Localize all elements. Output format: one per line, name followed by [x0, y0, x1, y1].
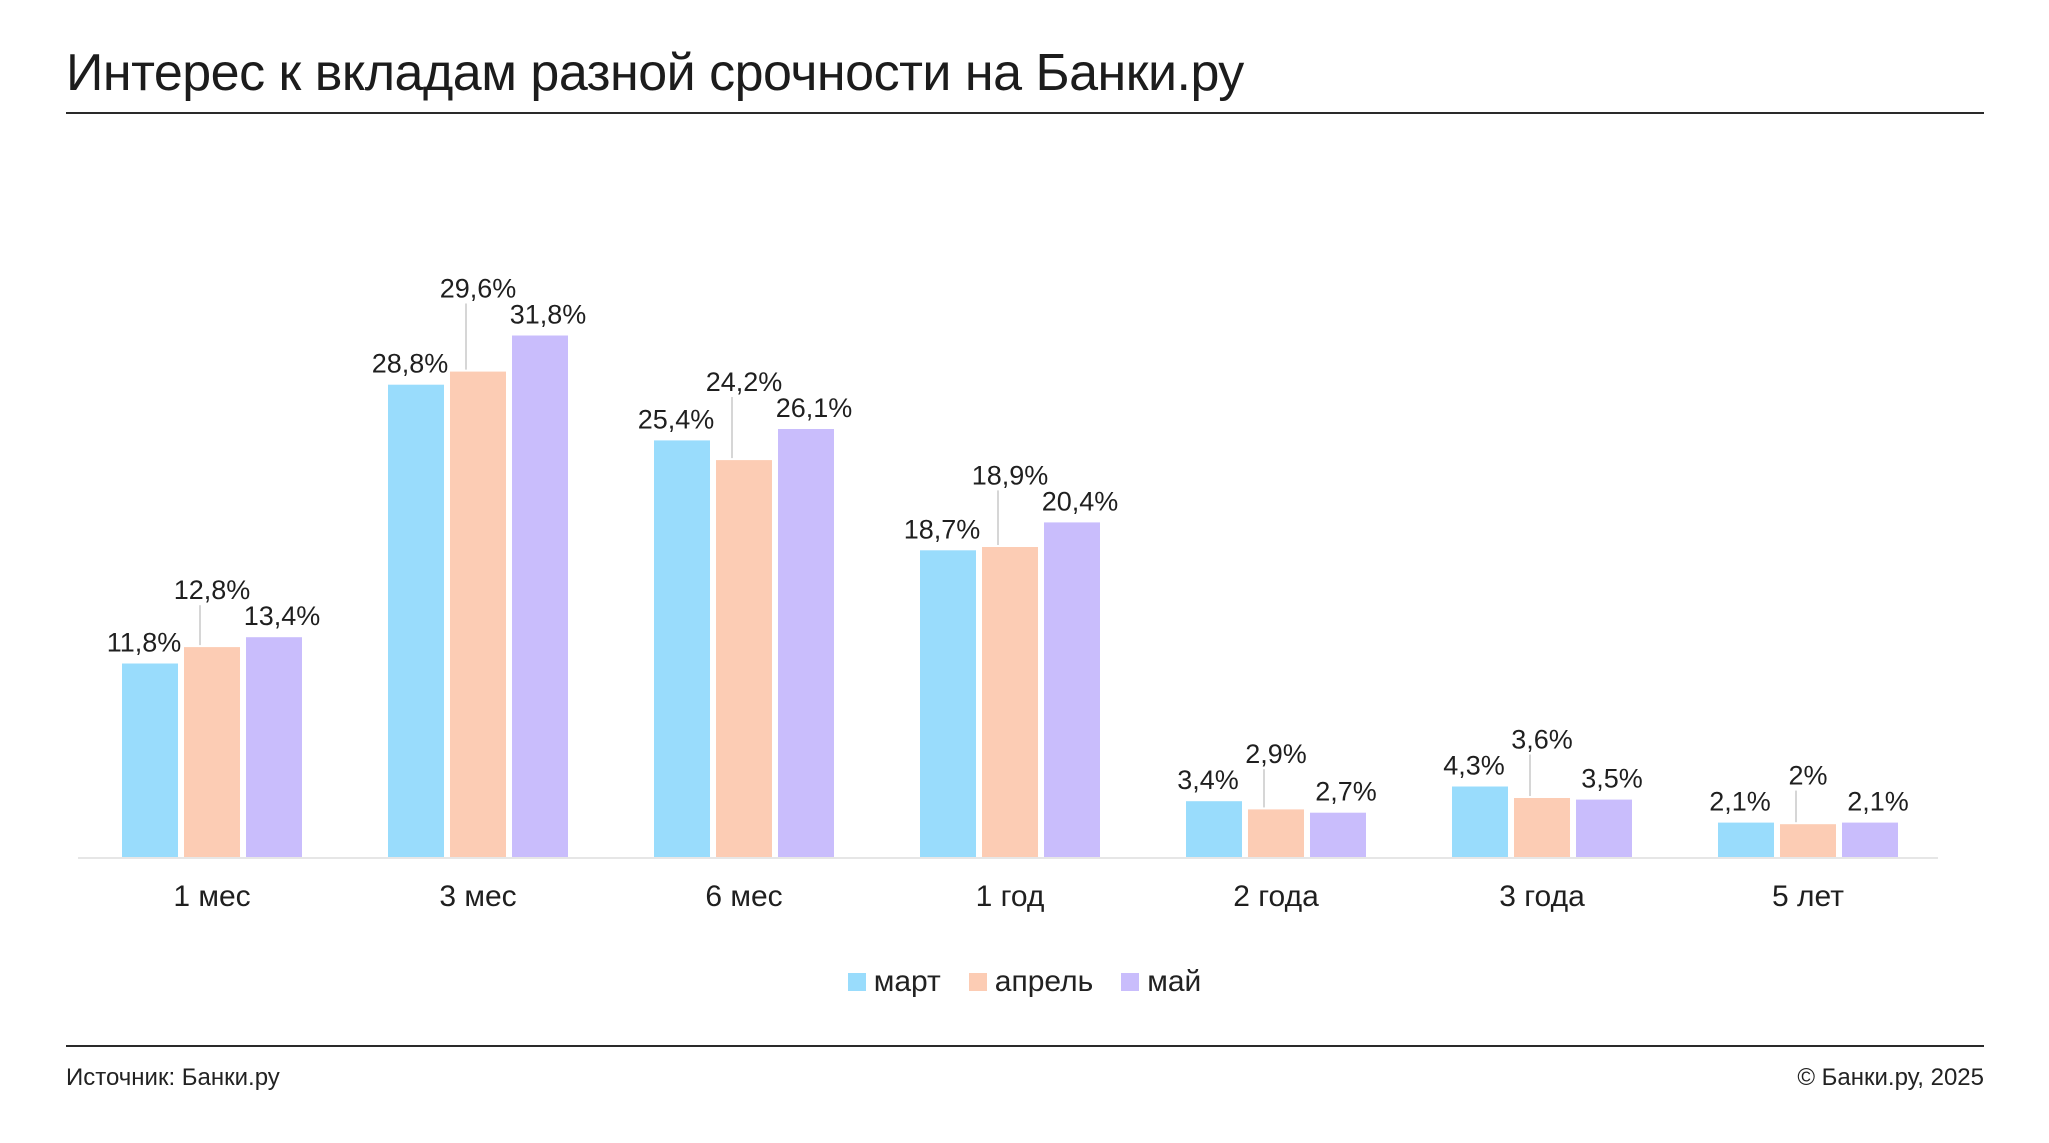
data-label: 28,8% — [372, 349, 449, 379]
data-label: 2,7% — [1315, 777, 1377, 807]
data-label: 18,7% — [904, 514, 981, 544]
footer-divider — [66, 1045, 1984, 1047]
data-label: 2,1% — [1709, 787, 1771, 817]
legend-label: март — [873, 965, 941, 998]
x-tick-label: 3 года — [1499, 880, 1585, 913]
bar-апрель-1-год — [982, 547, 1038, 857]
title-divider — [66, 112, 1984, 114]
bar-апрель-2-года — [1248, 809, 1304, 857]
data-label: 11,8% — [107, 628, 182, 658]
legend-swatch — [847, 973, 866, 991]
legend-item: апрель — [968, 965, 1094, 999]
bar-май-2-года — [1310, 812, 1366, 857]
legend-label: май — [1147, 965, 1202, 998]
data-label: 13,4% — [244, 601, 321, 631]
data-label: 3,6% — [1511, 725, 1573, 755]
bar-апрель-6-мес — [716, 460, 772, 857]
x-tick-label: 1 мес — [173, 880, 250, 913]
legend-item: март — [847, 965, 941, 999]
bar-март-6-мес — [654, 440, 710, 857]
legend-item: май — [1121, 965, 1201, 999]
data-label: 3,5% — [1581, 764, 1643, 794]
data-label: 31,8% — [510, 300, 587, 330]
data-label: 2% — [1788, 761, 1827, 791]
bar-март-1-год — [920, 550, 976, 857]
data-label: 26,1% — [776, 393, 853, 423]
legend-swatch — [968, 973, 987, 991]
bar-май-3-года — [1576, 799, 1632, 857]
bar-март-3-мес — [388, 384, 444, 857]
legend-label: апрель — [994, 965, 1094, 998]
data-label: 29,6% — [440, 274, 517, 304]
x-tick-label: 5 лет — [1772, 880, 1844, 913]
bar-май-3-мес — [512, 335, 568, 857]
source-note: Источник: Банки.ру — [66, 1064, 280, 1091]
bar-май-5-лет — [1842, 822, 1898, 857]
bar-март-3-года — [1452, 786, 1508, 857]
copyright-note: © Банки.ру, 2025 — [1797, 1064, 1984, 1091]
chart-legend: март апрель май — [0, 965, 2049, 999]
data-label: 12,8% — [174, 575, 251, 605]
data-label: 4,3% — [1443, 751, 1505, 781]
data-label: 25,4% — [638, 404, 715, 434]
bar-апрель-3-мес — [450, 371, 506, 857]
bar-май-1-год — [1044, 522, 1100, 857]
bar-март-2-года — [1186, 801, 1242, 857]
data-label: 24,2% — [706, 367, 783, 397]
data-label: 2,9% — [1245, 739, 1307, 769]
x-tick-label: 6 мес — [705, 880, 782, 913]
x-tick-label: 2 года — [1233, 880, 1319, 913]
x-tick-label: 1 год — [976, 880, 1045, 913]
data-label: 2,1% — [1847, 787, 1909, 817]
legend-swatch — [1121, 973, 1140, 991]
data-label: 3,4% — [1177, 765, 1239, 795]
x-tick-label: 3 мес — [439, 880, 516, 913]
data-label: 18,9% — [972, 460, 1049, 490]
data-label: 20,4% — [1042, 486, 1119, 516]
bar-апрель-3-года — [1514, 798, 1570, 857]
bar-март-1-мес — [122, 663, 178, 857]
bar-май-1-мес — [246, 637, 302, 857]
bar-май-6-мес — [778, 429, 834, 857]
bar-апрель-1-мес — [184, 647, 240, 857]
bar-апрель-5-лет — [1780, 824, 1836, 857]
bar-март-5-лет — [1718, 822, 1774, 857]
chart-title: Интерес к вкладам разной срочности на Ба… — [66, 44, 1244, 102]
